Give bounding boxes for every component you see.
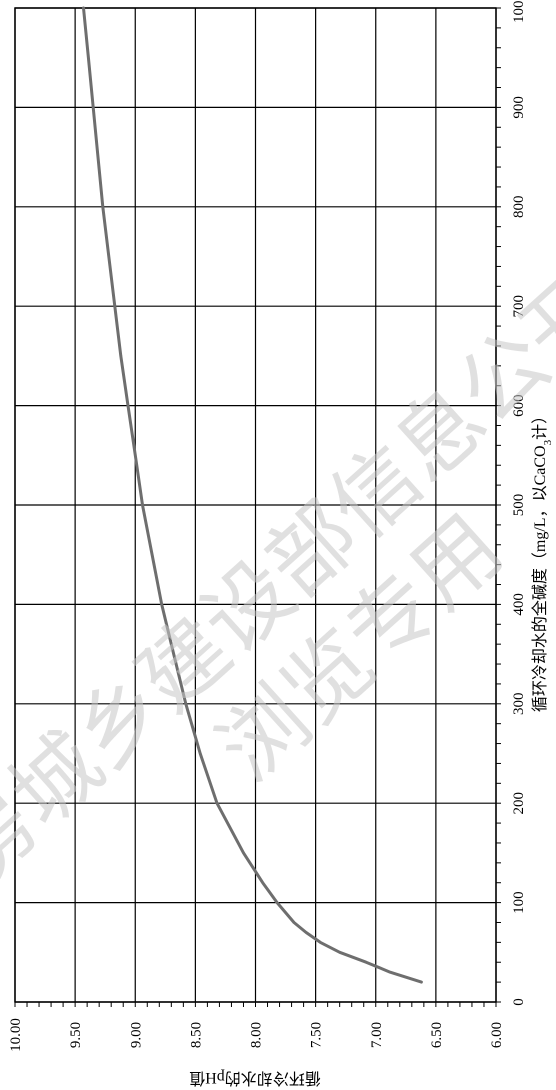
y-tick-label-2: 7.00 — [369, 1022, 385, 1048]
x-tick-label-3: 300 — [511, 693, 527, 716]
y-tick-label-0: 6.00 — [489, 1022, 505, 1048]
x-tick-label-0: 0 — [511, 998, 527, 1006]
x-tick-label-10: 1000 — [511, 0, 527, 23]
x-axis-title-main: 循环冷却水的全碱度（mg/L，以CaCO — [531, 445, 549, 712]
x-tick-label-8: 800 — [511, 196, 527, 219]
x-tick-label-6: 600 — [511, 394, 527, 417]
y-tick-label-8: 10.00 — [8, 1018, 24, 1052]
x-axis-title-tail: 计） — [531, 408, 549, 440]
x-tick-label-7: 700 — [511, 295, 527, 318]
y-tick-label-6: 9.00 — [128, 1022, 144, 1048]
y-tick-label-7: 9.50 — [68, 1022, 84, 1048]
x-tick-label-1: 100 — [511, 891, 527, 914]
x-axis-title-subscript: 3 — [542, 439, 554, 445]
x-tick-label-4: 400 — [511, 593, 527, 616]
x-tick-label-2: 200 — [511, 792, 527, 815]
minor-ticks — [14, 7, 501, 1007]
x-tick-label-9: 900 — [511, 96, 527, 119]
y-tick-label-3: 7.50 — [309, 1022, 325, 1048]
x-axis-title: 循环冷却水的全碱度（mg/L，以CaCO3计） — [531, 408, 554, 712]
y-tick-label-1: 6.50 — [429, 1022, 445, 1048]
x-tick-label-5: 500 — [511, 494, 527, 517]
series-line — [82, 6, 423, 984]
x-tick-labels: 0 100 200 300 400 500 600 700 800 900 1000 — [511, 0, 527, 1006]
y-tick-label-4: 8.00 — [249, 1022, 265, 1048]
y-tick-labels: 6.00 6.50 7.00 7.50 8.00 8.50 9.00 9.50 10.00 — [8, 1018, 505, 1052]
y-tick-label-5: 8.50 — [188, 1022, 204, 1048]
y-axis-title: 循环冷却水的pH值 — [189, 1069, 321, 1087]
